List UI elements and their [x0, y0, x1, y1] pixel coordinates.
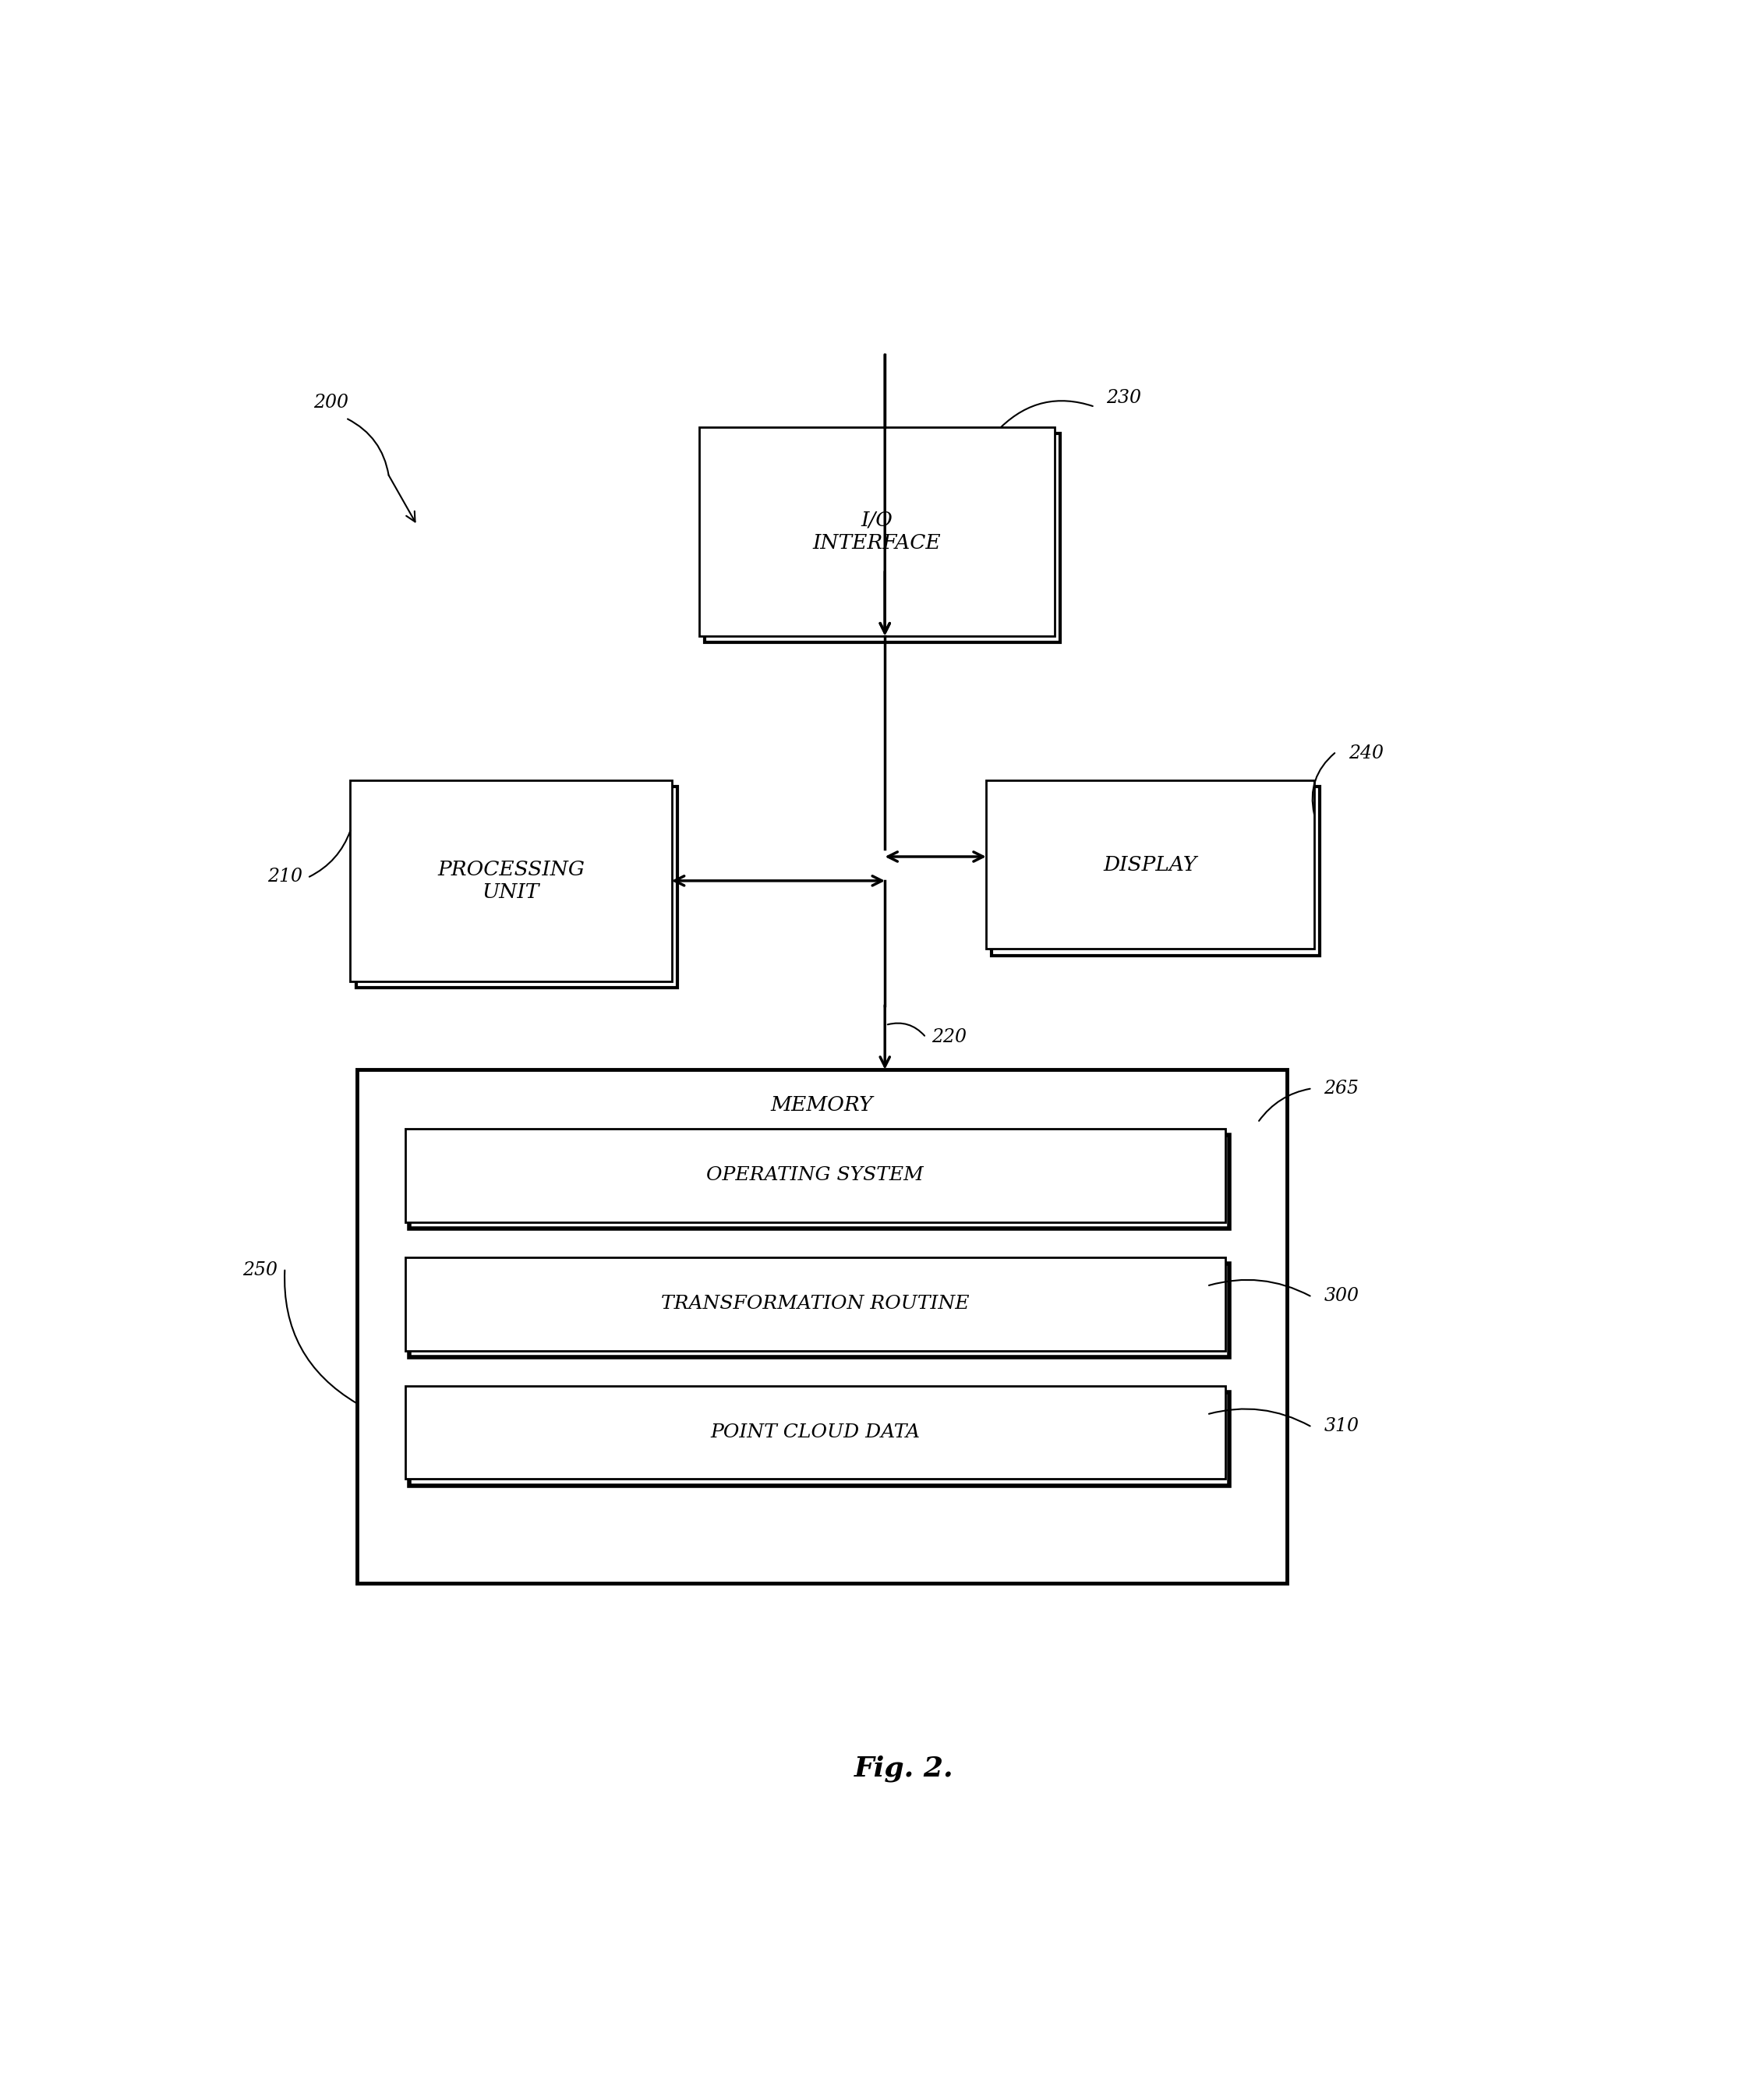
Text: 300: 300	[1323, 1287, 1358, 1306]
Text: 240: 240	[1348, 745, 1383, 761]
Text: 250: 250	[243, 1262, 279, 1279]
Text: TRANSFORMATION ROUTINE: TRANSFORMATION ROUTINE	[662, 1295, 970, 1312]
Text: DISPLAY: DISPLAY	[1102, 855, 1198, 874]
Bar	[699, 428, 1055, 636]
Bar	[991, 786, 1319, 955]
Text: 310: 310	[1323, 1416, 1358, 1435]
Text: 230: 230	[1106, 390, 1141, 407]
Bar	[409, 1391, 1230, 1485]
Bar	[351, 780, 672, 980]
Text: POINT CLOUD DATA: POINT CLOUD DATA	[711, 1423, 921, 1441]
Bar	[406, 1129, 1226, 1222]
Bar	[409, 1264, 1230, 1358]
Bar	[986, 780, 1314, 949]
Text: Fig. 2.: Fig. 2.	[854, 1754, 954, 1781]
Bar	[356, 786, 677, 987]
Bar	[704, 434, 1060, 642]
Text: I/O
INTERFACE: I/O INTERFACE	[813, 511, 940, 553]
Text: 220: 220	[931, 1028, 967, 1047]
Text: MEMORY: MEMORY	[771, 1095, 873, 1114]
Text: OPERATING SYSTEM: OPERATING SYSTEM	[707, 1166, 924, 1185]
Bar	[358, 1070, 1288, 1583]
Bar	[409, 1135, 1230, 1229]
Text: PROCESSING
UNIT: PROCESSING UNIT	[437, 859, 584, 901]
Bar	[406, 1385, 1226, 1479]
Text: 265: 265	[1323, 1081, 1358, 1097]
Text: 210: 210	[268, 868, 303, 887]
Text: 200: 200	[314, 394, 349, 411]
Bar	[406, 1258, 1226, 1350]
